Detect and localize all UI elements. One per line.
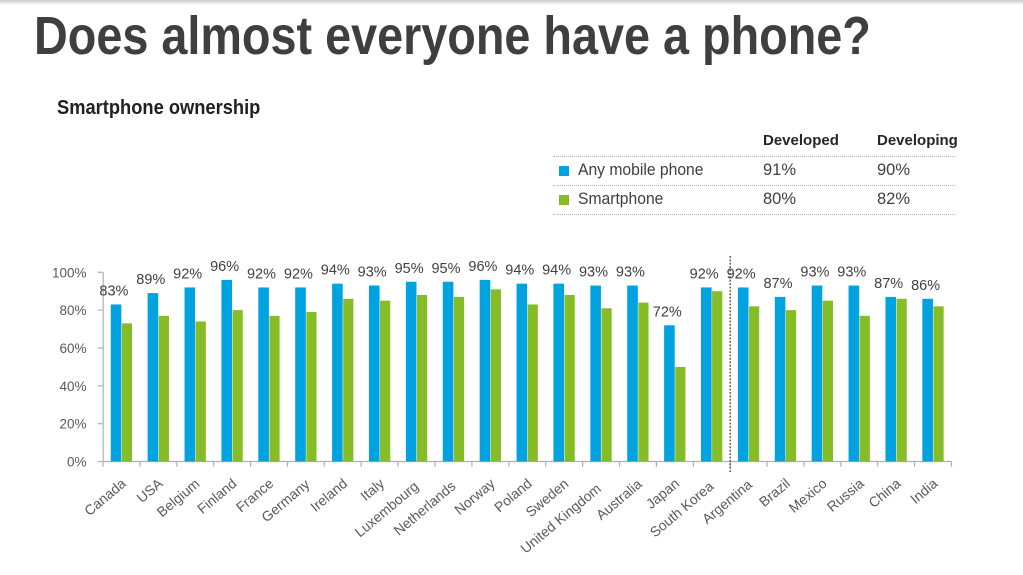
svg-text:Canada: Canada: [81, 475, 129, 519]
svg-text:92%: 92%: [690, 266, 719, 282]
svg-text:87%: 87%: [763, 276, 792, 292]
svg-text:0%: 0%: [67, 455, 87, 470]
svg-text:100%: 100%: [52, 265, 87, 280]
svg-text:95%: 95%: [395, 261, 424, 277]
svg-text:93%: 93%: [579, 265, 608, 281]
svg-text:94%: 94%: [542, 263, 571, 279]
svg-text:86%: 86%: [911, 278, 940, 294]
svg-text:Italy: Italy: [357, 475, 387, 504]
svg-text:Finland: Finland: [194, 475, 239, 517]
svg-text:India: India: [907, 475, 941, 507]
svg-text:72%: 72%: [653, 304, 682, 320]
svg-text:60%: 60%: [59, 341, 86, 356]
svg-text:83%: 83%: [99, 284, 128, 300]
svg-text:40%: 40%: [59, 379, 86, 394]
svg-text:92%: 92%: [247, 266, 276, 282]
svg-text:Australia: Australia: [593, 476, 645, 523]
svg-text:92%: 92%: [727, 266, 756, 282]
svg-text:95%: 95%: [431, 261, 460, 277]
svg-text:93%: 93%: [616, 265, 645, 281]
svg-text:93%: 93%: [837, 265, 866, 281]
svg-text:89%: 89%: [136, 272, 165, 288]
svg-text:94%: 94%: [505, 263, 534, 279]
svg-text:93%: 93%: [358, 265, 387, 281]
svg-text:96%: 96%: [468, 259, 497, 275]
svg-text:China: China: [865, 475, 903, 511]
svg-text:Russia: Russia: [824, 475, 867, 515]
svg-text:Mexico: Mexico: [786, 475, 830, 516]
svg-text:92%: 92%: [173, 266, 202, 282]
svg-text:87%: 87%: [874, 276, 903, 292]
svg-text:96%: 96%: [210, 259, 239, 275]
svg-text:Ireland: Ireland: [307, 475, 350, 515]
svg-text:94%: 94%: [321, 263, 350, 279]
svg-text:Norway: Norway: [451, 475, 498, 518]
svg-text:20%: 20%: [59, 417, 86, 432]
svg-text:93%: 93%: [800, 265, 829, 281]
svg-text:92%: 92%: [284, 266, 313, 282]
svg-text:80%: 80%: [59, 303, 86, 318]
